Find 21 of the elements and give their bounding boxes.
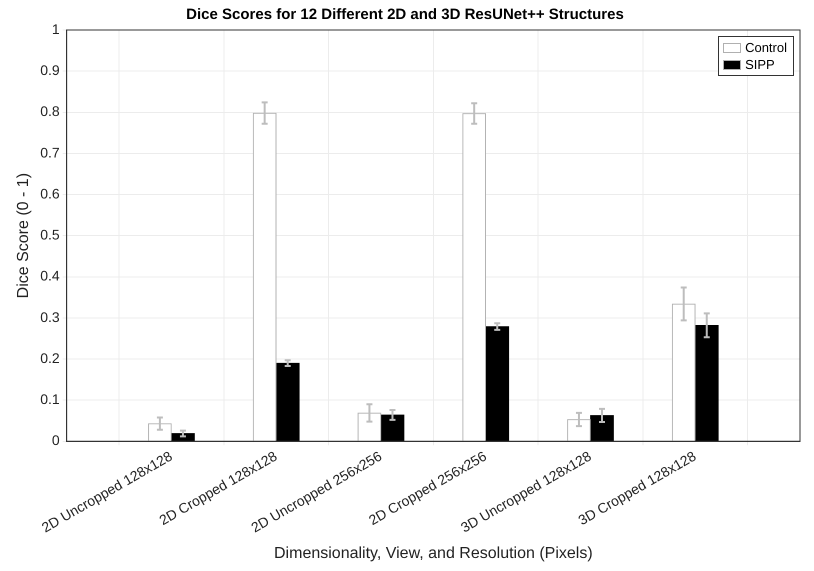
y-tick-label: 0.3 xyxy=(40,308,60,325)
x-axis-title: Dimensionality, View, and Resolution (Pixels) xyxy=(274,544,593,562)
y-tick-label: 0.7 xyxy=(40,144,60,160)
y-tick-label: 0.5 xyxy=(40,226,60,243)
y-tick-label: 0.2 xyxy=(40,350,60,366)
bar xyxy=(380,414,404,442)
y-tick-label: 0 xyxy=(52,432,60,448)
y-tick-label: 0.4 xyxy=(40,268,60,284)
bar xyxy=(590,415,614,442)
bar xyxy=(485,326,510,442)
bar xyxy=(276,362,300,442)
y-tick-label: 1 xyxy=(52,20,60,37)
chart-title: Dice Scores for 12 Different 2D and 3D ResUNet++ Structures xyxy=(186,6,624,24)
legend-label: SIPP xyxy=(745,56,775,73)
text: Control xyxy=(745,39,787,56)
y-axis-title: Dice Score (0 - 1) xyxy=(15,172,32,298)
y-tick-label: 0.9 xyxy=(40,62,60,78)
y-tick-label: 0.6 xyxy=(40,185,60,202)
bar xyxy=(694,324,719,442)
y-tick-label: 0.8 xyxy=(40,103,60,120)
y-tick-label: 0.1 xyxy=(40,391,60,408)
